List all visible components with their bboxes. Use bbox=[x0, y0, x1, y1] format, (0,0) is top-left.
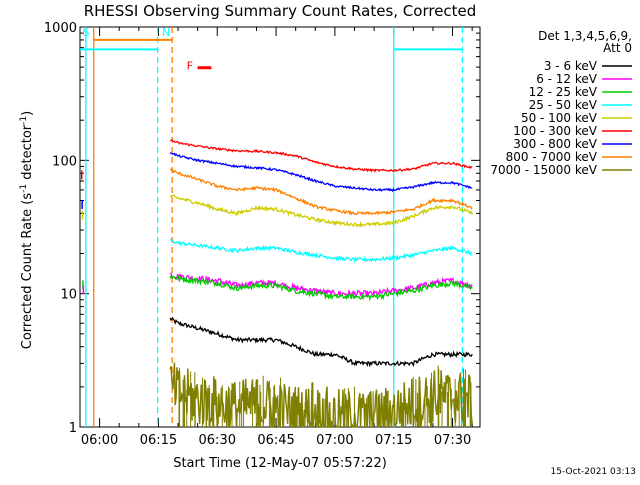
y-tick-label: 1000 bbox=[44, 21, 77, 36]
series-line bbox=[169, 362, 473, 429]
x-tick-label: 06:00 bbox=[81, 433, 118, 448]
legend-label: 25 - 50 keV bbox=[529, 98, 598, 112]
y-axis-label-end: ) bbox=[20, 111, 35, 116]
legend-header-line1: Det 1,3,4,5,6,9, bbox=[538, 29, 632, 43]
x-tick-label: 06:30 bbox=[199, 433, 236, 448]
y-axis-label-sup1: -1 bbox=[19, 184, 29, 193]
legend-label: 12 - 25 keV bbox=[529, 85, 598, 99]
legend-label: 100 - 300 keV bbox=[513, 124, 597, 138]
chart-title: RHESSI Observing Summary Count Rates, Co… bbox=[84, 2, 477, 20]
legend-label: 800 - 7000 keV bbox=[506, 150, 598, 164]
y-tick-label: 1 bbox=[69, 421, 77, 436]
legend-header-line2: Att 0 bbox=[603, 41, 632, 55]
x-tick-label: 06:15 bbox=[140, 433, 177, 448]
legend-label: 6 - 12 keV bbox=[536, 72, 598, 86]
series-line bbox=[169, 152, 473, 193]
y-axis-label-mid: detector bbox=[20, 124, 35, 184]
legend-label: 300 - 800 keV bbox=[513, 137, 597, 151]
series-line bbox=[169, 194, 473, 228]
legend-label: 7000 - 15000 keV bbox=[490, 163, 597, 177]
x-tick-label: 07:15 bbox=[375, 433, 412, 448]
plot-frame bbox=[79, 26, 481, 428]
x-tick-label: 06:45 bbox=[257, 433, 294, 448]
y-tick-label: 10 bbox=[60, 288, 77, 303]
series-line bbox=[169, 139, 473, 173]
y-axis-label: Corrected Count Rate (s-1 detector-1) bbox=[19, 111, 35, 349]
series-line bbox=[169, 274, 473, 302]
x-tick-label: 07:00 bbox=[316, 433, 353, 448]
series-line bbox=[169, 168, 473, 216]
annotation-f: F bbox=[187, 60, 193, 73]
timestamp: 15-Oct-2021 03:13 bbox=[551, 467, 636, 477]
series-line bbox=[169, 238, 473, 264]
y-tick-label: 100 bbox=[52, 154, 77, 169]
y-axis-label-sup2: -1 bbox=[19, 116, 29, 125]
series-line bbox=[169, 316, 473, 368]
x-tick-label: 07:30 bbox=[434, 433, 471, 448]
legend-label: 50 - 100 keV bbox=[521, 111, 598, 125]
x-axis-label: Start Time (12-May-07 05:57:22) bbox=[173, 456, 387, 471]
plot-area: 1 10 100 1000 06:00 06:15 06:30 06:45 07:00 07:15… bbox=[44, 21, 481, 448]
legend-label: 3 - 6 keV bbox=[544, 59, 598, 73]
annotation-n: N bbox=[162, 26, 170, 39]
annotation-s: S bbox=[82, 26, 89, 39]
y-axis-label-main: Corrected Count Rate (s bbox=[20, 193, 35, 350]
